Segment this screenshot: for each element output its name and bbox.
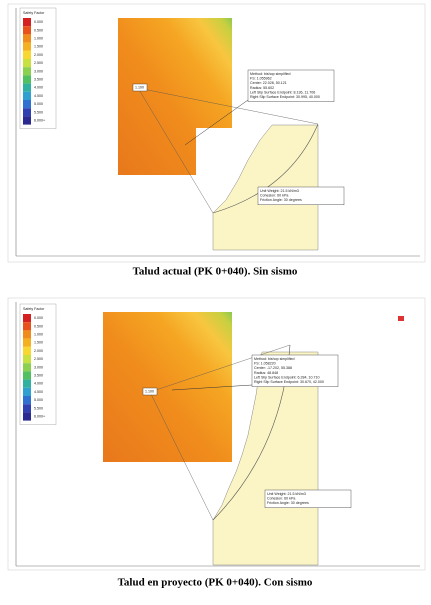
legend-swatch [23,338,31,347]
info-line: Method: bishop simplified [250,72,291,76]
legend-label: 1.500 [34,45,43,49]
legend-label: 2.000 [34,349,43,353]
legend-swatch [23,34,31,43]
legend-swatch [23,67,31,76]
legend-label: 1.500 [34,341,43,345]
legend-label: 4.500 [34,94,43,98]
info-box [247,69,335,102]
radius-line [149,391,214,521]
info-line: Center: -17.202, 55.388 [254,366,292,370]
legend-swatch [23,387,31,396]
caption: Talud actual (PK 0+040). Sin sismo [133,266,298,278]
legend-swatch [23,330,31,339]
legend-swatch [23,412,31,421]
legend-label: 1.000 [34,36,43,40]
legend-label: 2.500 [34,61,43,65]
material-line: Friction Angle: 30 degrees [267,501,309,505]
info-line: Method: bishop simplified [254,357,295,361]
legend-label: 6.000+ [34,414,45,418]
leader [184,99,249,146]
legend-label: 3.500 [34,77,43,81]
legend-label: 4.500 [34,390,43,394]
legend-label: 5.500 [34,110,43,114]
legend-label: 5.000 [34,102,43,106]
legend-label: 0.500 [34,324,43,328]
info-line: Left Slip Surface Endpoint: 6.284, 10.71… [254,375,320,379]
legend-label: 6.000+ [34,118,45,122]
legend-swatch [23,42,31,51]
legend-swatch [23,83,31,92]
legend-swatch [23,355,31,364]
info-line: Radius: 55.602 [250,86,274,90]
legend-title: Safety Factor [23,11,45,15]
info-line: Center: 22.028, 50.121 [250,81,287,85]
legend-swatch [23,314,31,323]
legend-label: 0.000 [34,316,43,320]
legend-label: 3.000 [34,69,43,73]
legend-label: 2.500 [34,357,43,361]
info-line: Right Slip Surface Endpoint: 30.670, 42.… [254,380,324,384]
legend-label: 5.500 [34,406,43,410]
legend-label: 4.000 [34,382,43,386]
info-line: FS: 1.058220 [254,362,276,366]
legend-swatch [23,396,31,405]
legend-label: 0.500 [34,28,43,32]
legend-swatch [23,379,31,388]
material-line: Unit Weight: 21.5 kN/m3 [267,492,306,496]
legend-swatch [23,371,31,380]
seismic-icon [398,316,404,321]
info-line: FS: 1.055962 [250,77,272,81]
legend-swatch [23,18,31,27]
radius-line [137,87,319,125]
figure-2 [7,297,426,571]
legend-swatch [23,404,31,413]
material-line: Unit Weight: 21.5 kN/m3 [260,189,299,193]
info-line: Radius: 48.848 [254,371,278,375]
legend-swatch [23,363,31,372]
legend-swatch [23,26,31,35]
slope [212,351,319,566]
sf-grid [103,312,232,462]
caption: Talud en proyecto (PK 0+040). Con sismo [118,577,313,589]
radius-line [137,87,214,214]
material-line: Cohesion: 60 kPa [260,194,288,198]
legend-label: 3.000 [34,365,43,369]
legend-label: 0.000 [34,20,43,24]
material-line: Cohesion: 60 kPa [267,497,295,501]
legend-swatch [23,116,31,125]
legend-swatch [23,59,31,68]
fs-box [142,387,158,396]
legend-label: 5.000 [34,398,43,402]
material-box [257,186,345,205]
info-line: Left Slip Surface Endpoint: 8.136, 11.70… [250,90,315,94]
legend-swatch [23,100,31,109]
material-line: Friction Angle: 30 degrees [260,198,302,202]
legend-swatch [23,322,31,331]
legend-label: 3.500 [34,373,43,377]
legend-swatch [23,346,31,355]
slip-surface [212,123,319,214]
fs-box [132,83,148,92]
figure-1 [7,3,426,263]
material-box [264,489,352,508]
fs-label: 1.100 [135,85,144,89]
fs-label: 1.100 [145,389,154,393]
info-box [251,354,339,387]
legend-swatch [23,108,31,117]
legend-swatch [23,91,31,100]
info-line: Right Slip Surface Endpoint: 30.995, 40.… [250,95,320,99]
sf-grid [118,18,232,175]
leader [171,384,253,391]
legend-swatch [23,75,31,84]
legend-label: 2.000 [34,53,43,57]
legend-swatch [23,50,31,59]
radius-line [149,344,291,393]
legend-title: Safety Factor [23,307,45,311]
legend-label: 1.000 [34,332,43,336]
legend-label: 4.000 [34,86,43,90]
